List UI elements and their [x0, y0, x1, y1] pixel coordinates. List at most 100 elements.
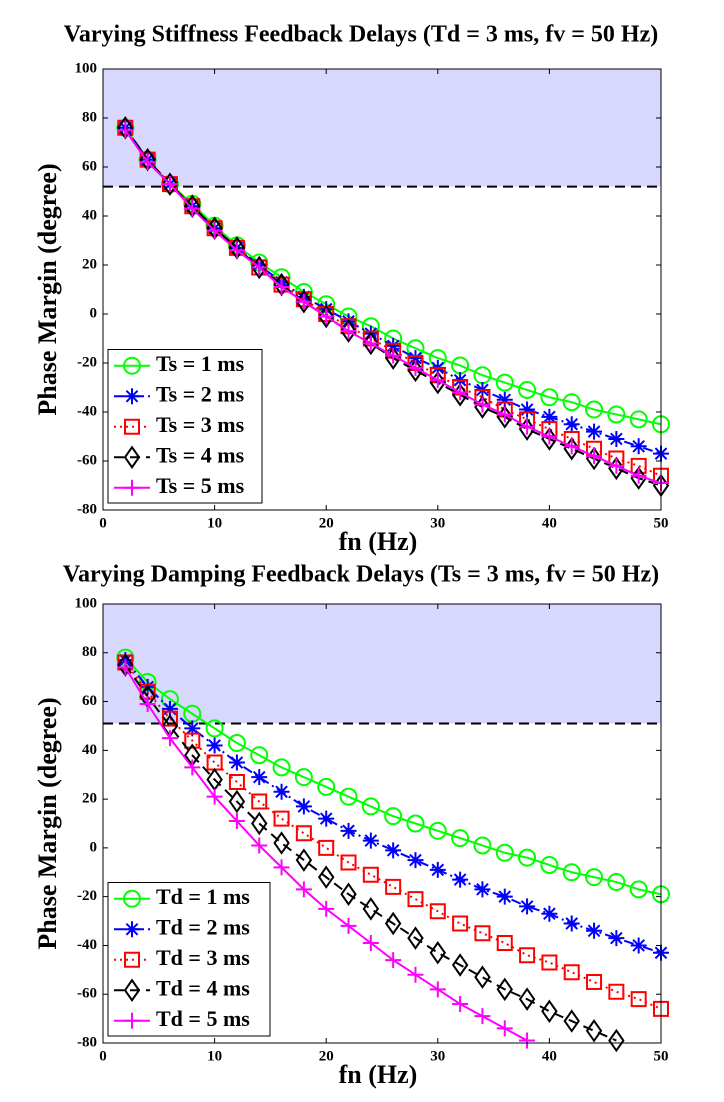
data-point [518, 987, 536, 1011]
data-point [161, 700, 178, 717]
data-point [630, 991, 647, 1008]
data-point [295, 825, 312, 842]
x-tick-label: 30 [430, 515, 445, 531]
data-point [251, 811, 268, 836]
data-point [518, 848, 537, 867]
y-tick-label: 0 [90, 839, 98, 855]
data-point [206, 754, 223, 771]
data-point [273, 783, 290, 800]
data-point [251, 793, 268, 810]
y-tick-label: 20 [82, 791, 97, 807]
data-point [496, 977, 513, 1002]
data-point [184, 732, 201, 749]
data-point [496, 935, 513, 952]
y-tick-label: 60 [82, 158, 97, 174]
data-point [138, 673, 157, 691]
data-point [318, 810, 335, 827]
data-point [630, 457, 647, 474]
y-tick-label: 40 [82, 207, 97, 223]
data-point [473, 836, 492, 855]
data-point [117, 122, 134, 139]
x-axis-label: fn (Hz) [339, 527, 418, 556]
x-tick-label: 50 [654, 515, 669, 531]
data-point [362, 866, 379, 883]
legend-marker [123, 445, 141, 469]
data-point [540, 388, 559, 407]
x-tick-label: 0 [99, 515, 107, 531]
y-axis-label: Phase Margin (degree) [33, 697, 62, 949]
data-point [250, 746, 269, 765]
x-tick-label: 20 [319, 1048, 334, 1064]
data-point [519, 898, 536, 915]
data-point [562, 863, 581, 882]
data-point [273, 810, 290, 827]
y-tick-label: -80 [77, 501, 97, 517]
data-point [407, 966, 424, 983]
legend-box [107, 882, 271, 1037]
data-point [340, 822, 357, 839]
data-point [563, 438, 580, 455]
y-tick-label: -60 [77, 452, 97, 468]
data-point [362, 897, 380, 921]
data-point [294, 768, 313, 787]
data-point [362, 330, 379, 347]
data-point [184, 720, 201, 737]
data-point [474, 1008, 491, 1025]
data-point [295, 293, 312, 310]
legend-label: Td = 1 ms [156, 884, 250, 909]
data-point [295, 798, 312, 815]
y-tick-label: 40 [82, 742, 97, 758]
data-point [340, 854, 357, 871]
data-point [340, 318, 357, 335]
data-point [496, 1020, 513, 1037]
data-point [272, 758, 291, 777]
legend-marker [123, 978, 141, 1002]
shaded-region [103, 604, 661, 724]
data-point [407, 852, 424, 869]
legend-label: Ts = 4 ms [156, 442, 245, 467]
legend-label: Td = 2 ms [156, 914, 250, 939]
data-point [317, 777, 336, 796]
data-point [228, 813, 245, 830]
data-point [206, 788, 223, 805]
data-point [474, 396, 491, 413]
data-point [562, 393, 581, 412]
data-point [630, 438, 647, 455]
data-point [651, 415, 671, 434]
data-point [407, 350, 424, 367]
legend-marker [122, 356, 142, 375]
data-point [161, 176, 178, 193]
x-tick-label: 20 [319, 515, 334, 531]
data-point [473, 366, 492, 385]
data-point [608, 457, 625, 474]
data-point [630, 467, 647, 484]
y-tick-label: -40 [77, 403, 97, 419]
data-point [205, 719, 224, 738]
x-tick-label: 40 [542, 515, 557, 531]
data-point [362, 335, 379, 352]
data-point [228, 789, 246, 814]
data-point [586, 974, 603, 991]
data-point [251, 769, 268, 786]
data-point [452, 384, 469, 401]
data-point [385, 337, 402, 354]
data-point [474, 925, 491, 942]
data-point [183, 704, 202, 723]
chart-title: Varying Stiffness Feedback Delays (Td = … [64, 22, 658, 48]
data-point [563, 416, 580, 433]
data-point [251, 837, 268, 854]
legend-marker [124, 418, 140, 435]
data-point [585, 1019, 603, 1043]
data-point [361, 797, 380, 816]
y-tick-label: 20 [82, 256, 97, 272]
data-point [429, 372, 446, 389]
data-point [340, 917, 357, 934]
data-point [407, 891, 424, 908]
y-axis-label: Phase Margin (degree) [33, 163, 62, 415]
y-tick-label: -60 [77, 986, 97, 1002]
data-point [295, 848, 313, 872]
data-point [519, 418, 536, 435]
data-point [385, 347, 402, 364]
data-point [518, 381, 537, 399]
data-point [653, 1000, 669, 1017]
